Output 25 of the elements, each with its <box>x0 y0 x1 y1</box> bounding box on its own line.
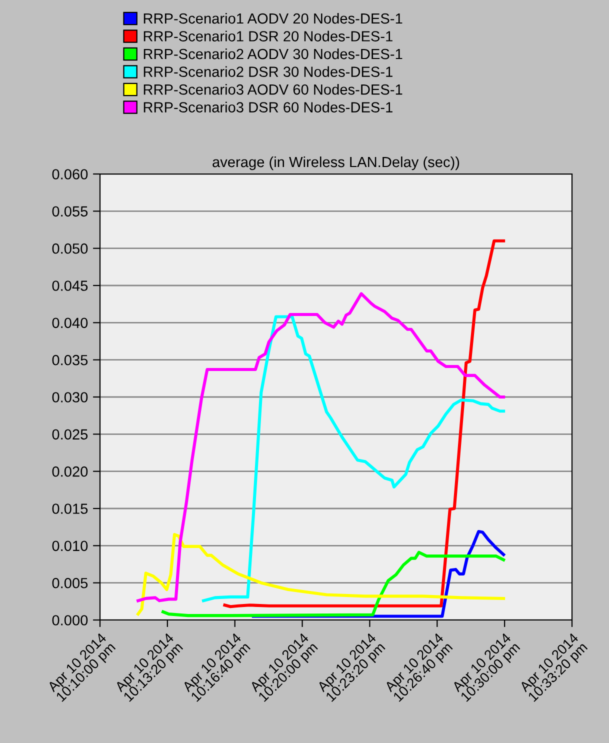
line-series <box>202 315 506 602</box>
y-tick-label: 0.030 <box>52 392 88 402</box>
legend-label: RRP-Scenario2 DSR 30 Nodes-DES-1 <box>144 66 392 77</box>
y-tick-label: 0.050 <box>52 243 88 254</box>
line-series <box>136 532 506 616</box>
line-series <box>162 550 506 618</box>
legend-label: RRP-Scenario1 AODV 20 Nodes-DES-1 <box>144 12 402 24</box>
y-tick-label: 0.040 <box>52 318 88 328</box>
y-tick-label: 0.045 <box>52 280 88 291</box>
y-tick-label: 0.025 <box>52 429 88 440</box>
line-series <box>223 239 506 608</box>
line-series <box>136 292 506 602</box>
y-tick-label: 0.020 <box>52 466 88 477</box>
legend-label: RRP-Scenario1 DSR 20 Nodes-DES-1 <box>144 30 392 42</box>
y-tick-label: 0.005 <box>52 578 88 588</box>
y-tick-label: 0.055 <box>52 206 88 217</box>
chart-title: average (in Wireless LAN.Delay (sec)) <box>212 156 460 170</box>
y-tick-label: 0.010 <box>52 540 88 552</box>
legend-label: RRP-Scenario3 AODV 60 Nodes-DES-1 <box>144 84 402 95</box>
y-tick-label: 0.015 <box>52 504 88 514</box>
legend-label: RRP-Scenario3 DSR 60 Nodes-DES-1 <box>144 102 392 112</box>
y-tick-label: 0.060 <box>52 169 88 180</box>
y-tick-label: 0.000 <box>52 615 88 626</box>
y-tick-label: 0.035 <box>52 354 88 366</box>
legend-label: RRP-Scenario2 AODV 30 Nodes-DES-1 <box>144 48 402 60</box>
